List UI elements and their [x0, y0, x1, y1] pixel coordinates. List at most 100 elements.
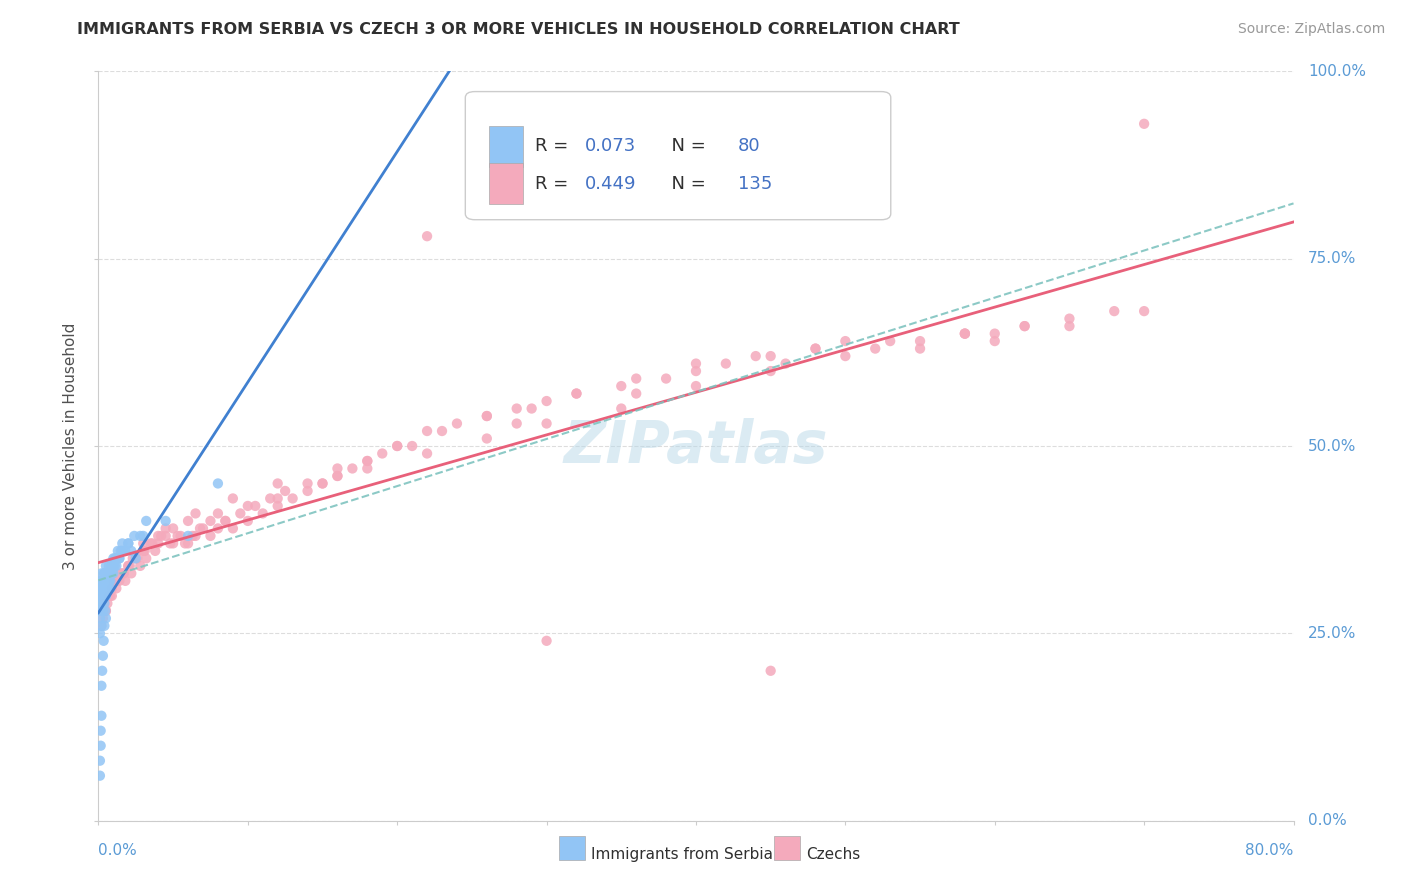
Text: 0.073: 0.073 — [585, 137, 636, 155]
Point — [97, 589, 120, 603]
Text: 0.0%: 0.0% — [1308, 814, 1347, 828]
Text: R =: R = — [534, 137, 574, 155]
Point — [879, 334, 901, 348]
Point — [267, 476, 290, 491]
Text: ZIPatlas: ZIPatlas — [564, 417, 828, 475]
Point — [155, 529, 177, 543]
Point — [108, 551, 131, 566]
Point — [96, 566, 118, 581]
Point — [984, 326, 1007, 341]
Point — [124, 529, 146, 543]
Point — [311, 476, 333, 491]
Point — [94, 604, 117, 618]
Point — [759, 664, 782, 678]
Point — [207, 507, 229, 521]
Point — [297, 476, 319, 491]
Point — [89, 604, 111, 618]
Point — [150, 529, 173, 543]
Point — [342, 461, 364, 475]
Point — [311, 476, 333, 491]
Point — [475, 432, 498, 446]
Point — [229, 507, 252, 521]
Point — [90, 566, 112, 581]
Point — [127, 551, 149, 566]
Point — [685, 357, 707, 371]
Point — [610, 401, 633, 416]
Point — [214, 514, 236, 528]
Point — [804, 342, 827, 356]
Point — [98, 566, 122, 581]
Point — [90, 708, 112, 723]
Point — [430, 424, 453, 438]
Point — [98, 582, 122, 596]
Point — [775, 357, 797, 371]
Point — [89, 626, 111, 640]
Point — [98, 589, 122, 603]
Point — [141, 536, 163, 550]
Point — [91, 664, 114, 678]
Point — [132, 536, 155, 550]
Point — [207, 521, 229, 535]
Point — [89, 596, 111, 610]
Point — [416, 229, 439, 244]
Point — [118, 558, 141, 573]
Point — [90, 723, 112, 738]
Point — [953, 326, 976, 341]
Point — [93, 596, 115, 610]
Point — [103, 566, 125, 581]
Text: N =: N = — [661, 175, 711, 193]
Point — [200, 514, 222, 528]
Point — [1014, 319, 1036, 334]
Point — [91, 574, 114, 588]
Point — [834, 349, 856, 363]
Point — [834, 334, 856, 348]
Point — [166, 529, 188, 543]
Point — [475, 409, 498, 423]
Point — [91, 574, 114, 588]
Point — [134, 544, 156, 558]
Point — [90, 582, 112, 596]
Point — [93, 566, 115, 581]
Point — [105, 551, 128, 566]
Point — [125, 551, 148, 566]
Point — [91, 604, 114, 618]
Point — [401, 439, 423, 453]
Point — [274, 483, 297, 498]
Point — [267, 499, 290, 513]
Point — [148, 529, 170, 543]
Point — [565, 386, 588, 401]
Text: 80.0%: 80.0% — [1246, 843, 1294, 858]
Point — [93, 566, 115, 581]
Point — [91, 589, 114, 603]
Text: 100.0%: 100.0% — [1308, 64, 1365, 78]
Point — [135, 514, 157, 528]
Point — [984, 334, 1007, 348]
Point — [117, 558, 139, 573]
Point — [101, 589, 124, 603]
Point — [804, 342, 827, 356]
Text: 25.0%: 25.0% — [1308, 626, 1357, 640]
Point — [94, 574, 117, 588]
Point — [162, 521, 184, 535]
Point — [181, 529, 204, 543]
Point — [865, 342, 887, 356]
Point — [121, 551, 143, 566]
Point — [236, 499, 259, 513]
Point — [104, 551, 127, 566]
Point — [89, 604, 111, 618]
Point — [94, 604, 117, 618]
Point — [94, 611, 117, 625]
Point — [356, 454, 378, 468]
Point — [101, 582, 124, 596]
Point — [191, 521, 214, 535]
Point — [103, 574, 125, 588]
Y-axis label: 3 or more Vehicles in Household: 3 or more Vehicles in Household — [63, 322, 79, 570]
Point — [94, 589, 117, 603]
Point — [89, 574, 111, 588]
Point — [184, 507, 207, 521]
Point — [91, 611, 114, 625]
Point — [236, 514, 259, 528]
Point — [1133, 117, 1156, 131]
Text: Source: ZipAtlas.com: Source: ZipAtlas.com — [1237, 22, 1385, 37]
Point — [89, 589, 111, 603]
